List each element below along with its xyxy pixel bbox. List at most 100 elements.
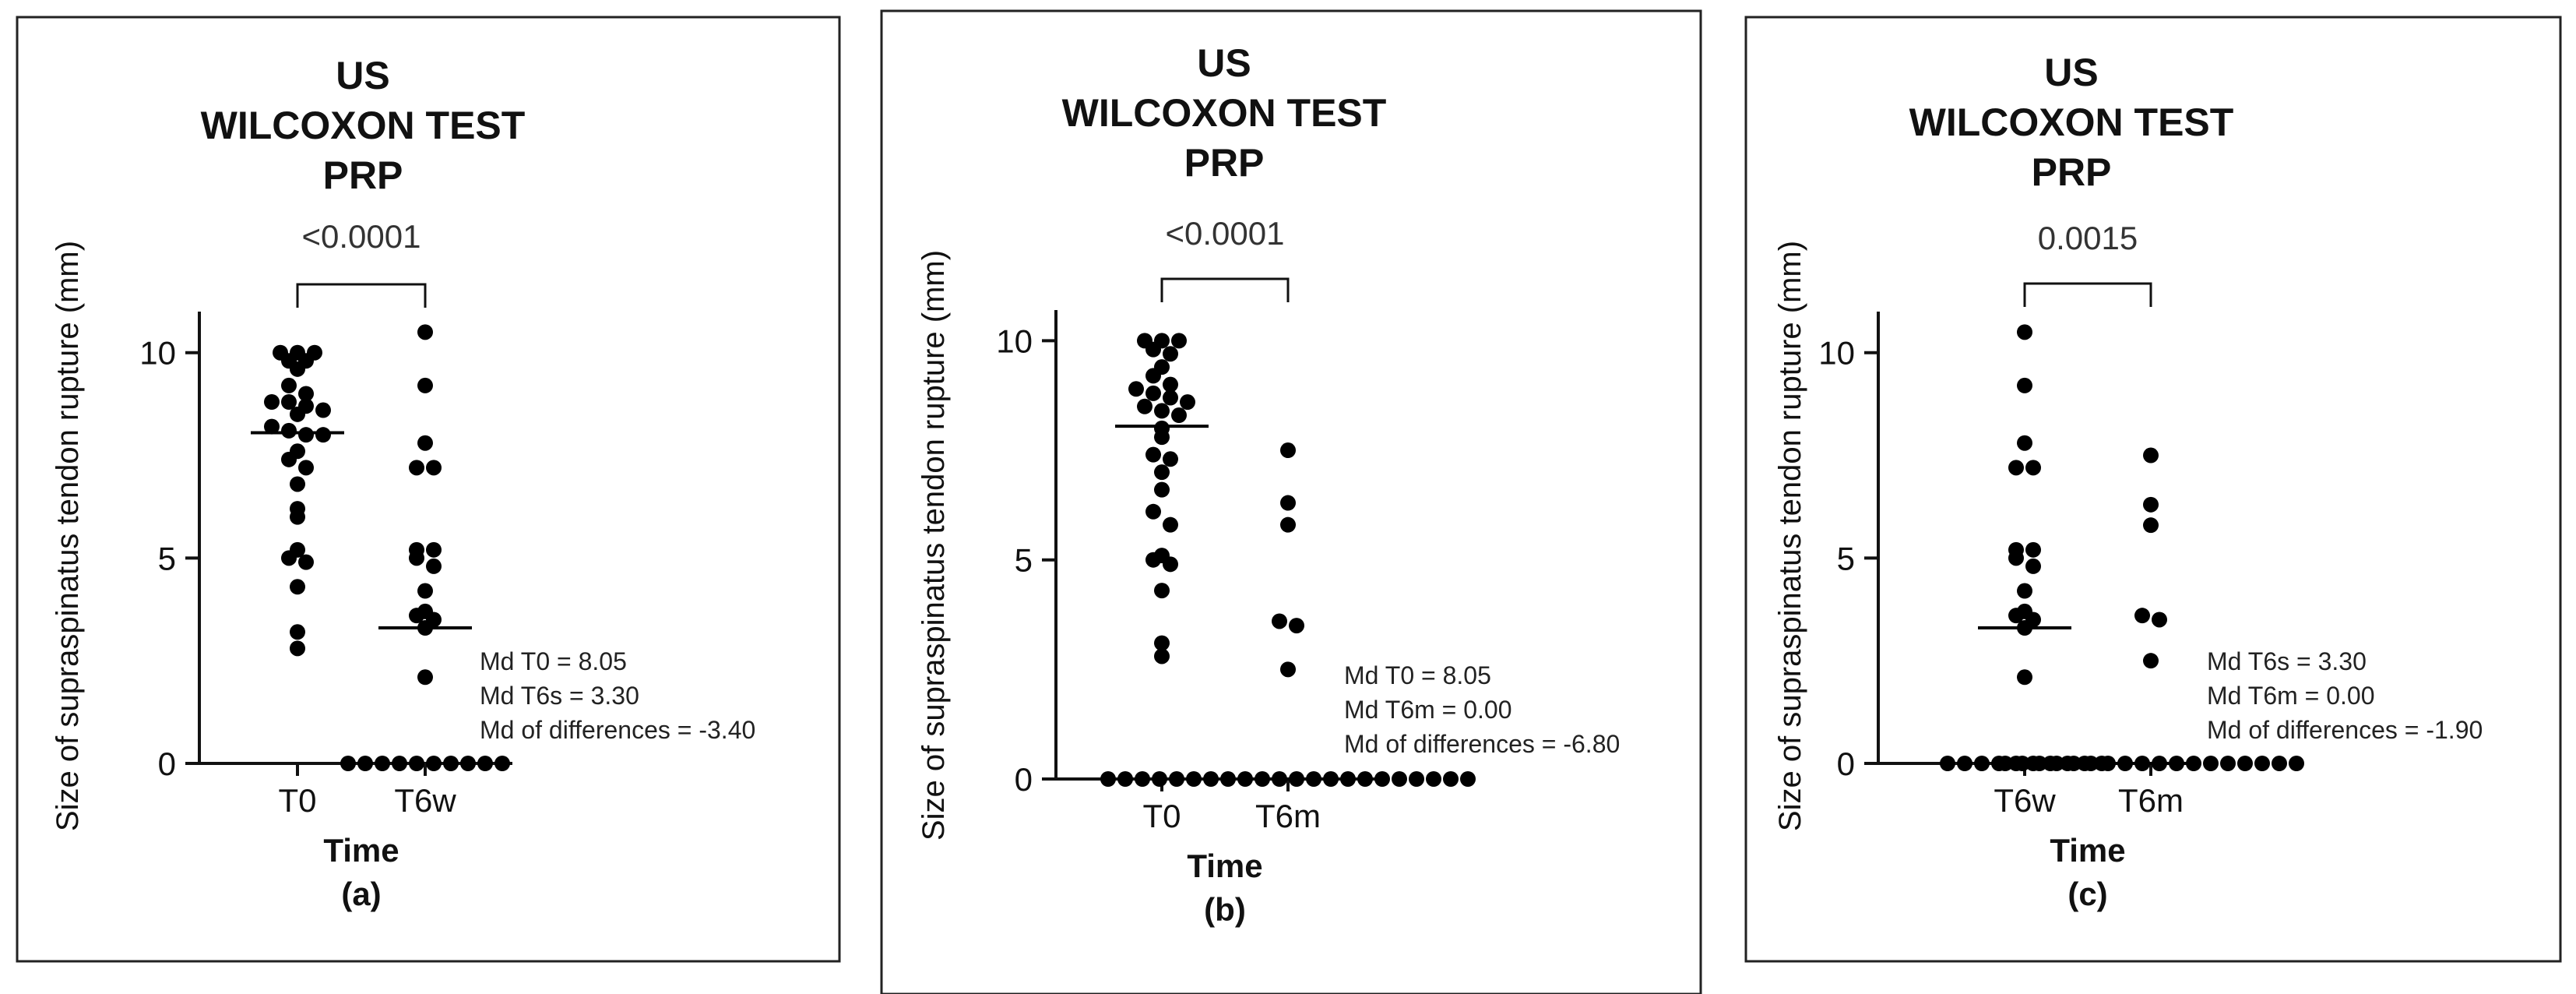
- data-point-t0: [1145, 446, 1161, 463]
- y-tick-label: 0: [1015, 761, 1033, 798]
- data-point-t6m: [2134, 608, 2150, 624]
- data-point-t6m: [1272, 613, 1287, 629]
- chart-title-line-3: PRP: [323, 153, 403, 197]
- data-point-t6m: [1443, 771, 1459, 787]
- data-point-t6m: [1280, 495, 1296, 511]
- data-point-t0: [281, 451, 297, 467]
- x-axis-label: Time: [1187, 848, 1262, 884]
- data-point-t6w: [2025, 541, 2041, 558]
- data-point-t6m: [2049, 756, 2064, 771]
- data-point-t6w: [1957, 756, 1972, 771]
- data-point-t0: [315, 427, 331, 443]
- data-point-t0: [264, 418, 280, 435]
- data-point-t0: [1163, 451, 1178, 467]
- data-point-t0: [298, 386, 314, 402]
- data-point-t6w: [357, 756, 373, 771]
- data-point-t0: [281, 377, 297, 393]
- data-point-t6w: [409, 550, 424, 566]
- chart-title-line-3: PRP: [1184, 141, 1265, 185]
- y-axis-label: Size of supraspinatus tendon rupture (mm…: [51, 241, 85, 831]
- y-axis-label: Size of supraspinatus tendon rupture (mm…: [917, 250, 951, 841]
- data-point-t0: [290, 406, 305, 422]
- data-point-t6w: [409, 756, 424, 771]
- data-point-t6m: [1186, 771, 1202, 787]
- chart-title-line-2: WILCOXON TEST: [1909, 100, 2234, 144]
- y-tick-label: 10: [996, 323, 1033, 359]
- data-point-t6w: [2017, 324, 2032, 340]
- stats-line-1: Md T0 = 8.05: [480, 647, 627, 675]
- chart-title-line-1: US: [336, 54, 389, 97]
- stats-line-2: Md T6m = 0.00: [1344, 696, 1512, 724]
- data-point-t0: [1154, 464, 1170, 481]
- data-point-t6m: [1409, 771, 1424, 787]
- data-point-t0: [1128, 381, 1144, 397]
- data-point-t6m: [2032, 756, 2047, 771]
- data-point-t6w: [2008, 460, 2024, 476]
- data-point-t6m: [2015, 756, 2030, 771]
- stats-line-3: Md of differences = -1.90: [2207, 716, 2483, 744]
- data-point-t6w: [417, 669, 433, 686]
- chart-panel-1: US WILCOXON TEST PRP 0 5 10 T0 T6w Size of supra…: [16, 16, 841, 963]
- data-point-t0: [298, 427, 314, 443]
- data-point-t6m: [1426, 771, 1441, 787]
- data-point-t6m: [2272, 756, 2287, 771]
- x-tick-label: T6m: [1255, 798, 1321, 834]
- data-point-t6m: [1169, 771, 1184, 787]
- y-tick-label: 5: [158, 540, 176, 576]
- data-point-t6m: [2066, 756, 2082, 771]
- data-point-t6m: [1357, 771, 1373, 787]
- data-point-t6m: [1392, 771, 1407, 787]
- data-point-t6m: [1135, 771, 1150, 787]
- data-point-t6w: [443, 756, 459, 771]
- data-point-t0: [315, 402, 331, 418]
- data-point-t6m: [1289, 618, 1304, 634]
- data-point-t6m: [1280, 442, 1296, 459]
- data-point-t6w: [426, 541, 442, 558]
- data-point-t0: [1163, 556, 1178, 573]
- data-point-t6m: [2143, 517, 2159, 534]
- x-axis-label: Time: [323, 832, 399, 869]
- data-point-t0: [290, 509, 305, 525]
- data-point-t6m: [2152, 612, 2167, 628]
- data-point-t0: [1154, 635, 1170, 651]
- x-tick-label: T6w: [394, 782, 456, 819]
- panel-label: (b): [1204, 891, 1246, 928]
- data-point-t0: [1163, 376, 1178, 393]
- data-point-t6w: [2017, 377, 2032, 393]
- panel-label: (a): [341, 876, 381, 912]
- stats-line-2: Md T6s = 3.30: [480, 682, 639, 710]
- panel-frame: [1744, 16, 2562, 963]
- data-point-t6w: [417, 324, 433, 340]
- data-point-t0: [1163, 516, 1178, 533]
- x-tick-label: T0: [278, 782, 316, 819]
- data-point-t0: [1154, 403, 1170, 419]
- data-point-t6m: [2220, 756, 2236, 771]
- data-point-t6w: [2025, 558, 2041, 574]
- data-point-t6m: [1374, 771, 1390, 787]
- data-point-t0: [298, 460, 314, 476]
- comparison-bracket: [2023, 282, 2152, 307]
- data-point-t6m: [1117, 771, 1133, 787]
- chart-title-line-3: PRP: [2032, 150, 2112, 194]
- data-point-t6m: [1100, 771, 1116, 787]
- data-point-t6w: [460, 756, 476, 771]
- y-tick-label: 10: [1818, 335, 1855, 372]
- data-point-t6w: [392, 756, 407, 771]
- chart-panel-3: US WILCOXON TEST PRP 0 5 10 T6w T6m Size of supr…: [1744, 16, 2562, 963]
- x-tick-label: T0: [1142, 798, 1181, 834]
- data-point-t0: [1171, 407, 1187, 424]
- data-point-t0: [1171, 333, 1187, 349]
- comparison-bracket: [1160, 277, 1290, 302]
- x-axis-label: Time: [2050, 832, 2125, 869]
- y-tick-label: 5: [1837, 540, 1855, 576]
- y-tick-label: 0: [158, 746, 176, 782]
- data-point-t0: [1154, 481, 1170, 498]
- data-point-t6m: [2083, 756, 2099, 771]
- data-point-t0: [1137, 398, 1153, 414]
- data-point-t6w: [417, 377, 433, 393]
- data-point-t0: [290, 361, 305, 377]
- data-point-t6m: [1280, 516, 1296, 533]
- data-point-t6m: [1460, 771, 1476, 787]
- panel-label: (c): [2067, 876, 2107, 912]
- data-point-t6w: [426, 460, 442, 476]
